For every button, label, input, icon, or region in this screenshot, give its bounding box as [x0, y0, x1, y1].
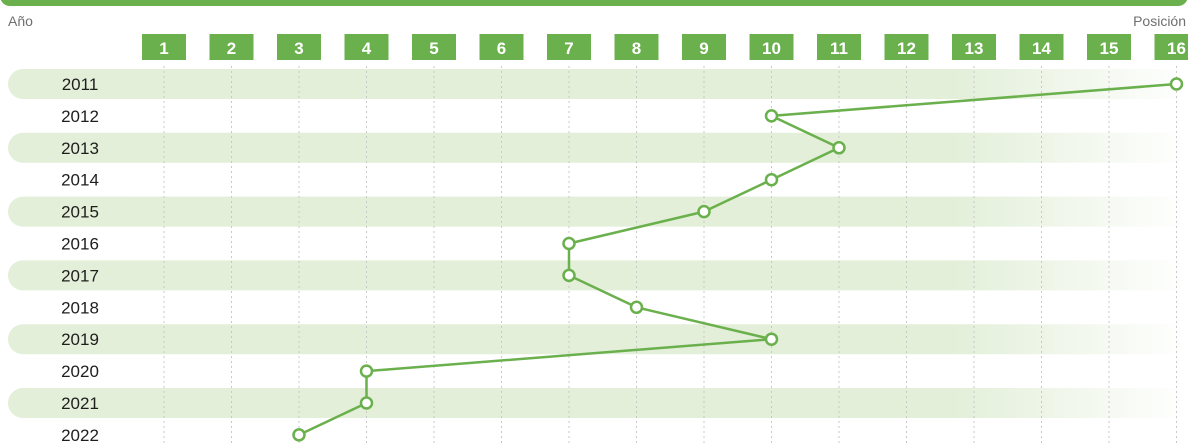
- position-label: 15: [1100, 39, 1119, 58]
- position-label: 16: [1167, 39, 1186, 58]
- position-box: [817, 34, 861, 60]
- row-band: [8, 132, 1188, 163]
- year-label: 2019: [61, 330, 99, 349]
- year-label: 2013: [61, 139, 99, 158]
- position-box: [952, 34, 996, 60]
- position-label: 4: [362, 39, 372, 58]
- data-point: [562, 268, 576, 283]
- year-label: 2015: [61, 203, 99, 222]
- data-point: [359, 364, 374, 378]
- data-point: [764, 172, 779, 187]
- year-label: 2016: [61, 235, 99, 254]
- position-label: 3: [294, 39, 303, 58]
- position-box: [209, 34, 254, 60]
- year-label: 2012: [61, 107, 99, 126]
- row-bands: [8, 69, 1188, 418]
- position-box: [412, 34, 456, 60]
- year-label: 2014: [61, 171, 99, 190]
- data-point: [292, 428, 306, 442]
- data-point: [359, 396, 374, 410]
- year-label: 2022: [61, 426, 99, 443]
- position-label: 8: [632, 39, 641, 58]
- position-box: [277, 34, 321, 60]
- position-box: [344, 34, 389, 60]
- position-label: 10: [762, 39, 781, 58]
- row-band: [8, 196, 1188, 227]
- row-band: [8, 324, 1188, 355]
- row-band: [8, 69, 1188, 99]
- top-banner-bar: [0, 0, 1188, 6]
- position-label: 5: [429, 39, 438, 58]
- year-label: 2020: [61, 362, 99, 381]
- data-point: [764, 332, 779, 346]
- data-point: [629, 300, 644, 315]
- position-label: 9: [699, 39, 708, 58]
- position-box: [479, 34, 524, 60]
- year-label: 2011: [62, 75, 99, 94]
- position-box: [1087, 34, 1131, 60]
- position-label: 1: [159, 39, 168, 58]
- position-header: 1 2 3 4 5 6 7 8 9 10 11 12 13 14 15 16: [142, 34, 1188, 60]
- data-points: [292, 77, 1184, 442]
- position-box: [142, 34, 186, 60]
- year-label: 2018: [61, 298, 99, 317]
- position-box: [1154, 34, 1188, 60]
- position-box: [547, 34, 591, 60]
- y-axis-label: Año: [8, 13, 33, 29]
- position-label: 11: [830, 39, 848, 58]
- year-labels: 2011 2012 2013 2014 2015 2016 2017 2018 2019 2020…: [61, 75, 99, 443]
- position-label: 2: [227, 39, 236, 58]
- data-point: [832, 141, 846, 155]
- position-box: [749, 34, 794, 60]
- data-point: [697, 204, 711, 219]
- row-band: [8, 388, 1188, 418]
- data-point: [1169, 77, 1184, 91]
- x-axis-label: Posición: [1133, 13, 1186, 29]
- data-point: [764, 109, 779, 123]
- position-box: [614, 34, 659, 60]
- position-label: 6: [497, 39, 506, 58]
- position-box: [1019, 34, 1064, 60]
- data-point: [562, 236, 576, 251]
- position-box: [884, 34, 929, 60]
- year-label: 2017: [61, 266, 99, 285]
- grid-lines: [163, 66, 1177, 443]
- position-label: 7: [564, 39, 573, 58]
- position-box: [682, 34, 726, 60]
- position-label: 14: [1032, 39, 1051, 58]
- position-label: 13: [965, 39, 984, 58]
- year-label: 2021: [61, 394, 99, 413]
- row-band: [8, 260, 1188, 291]
- position-label: 12: [897, 39, 916, 58]
